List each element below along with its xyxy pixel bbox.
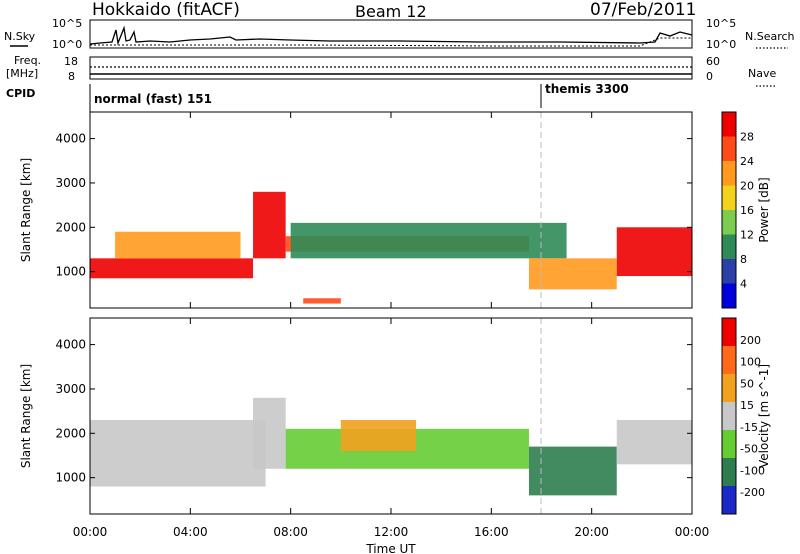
cpid-label: CPID [6,87,35,100]
velocity-ytick-4000: 4000 [55,338,86,352]
velocity-ytick-3000: 3000 [55,382,86,396]
velocity-colorbar-tick-5: -50 [740,443,758,456]
xtick-3: 12:00 [374,525,409,539]
cpid-segment-2: themis 3300 [545,82,629,96]
velocity-region-3 [340,419,417,452]
power-colorbar-swatch-0 [722,112,736,137]
xtick-0: 00:00 [73,525,108,539]
velocity-colorbar-tick-6: -100 [740,464,765,477]
nsky-tick-top: 10^5 [52,17,82,30]
velocity-region-0 [90,419,266,487]
freq-label: Freq. [14,54,41,67]
power-colorbar-swatch-6 [722,259,736,284]
xtick-1: 04:00 [173,525,208,539]
power-colorbar-swatch-4 [722,210,736,235]
xtick-5: 20:00 [574,525,609,539]
power-colorbar-tick-4: 12 [740,229,754,242]
power-colorbar-tick-1: 24 [740,155,754,168]
nave-tick-bottom: 0 [706,70,713,83]
nsky-tick-bottom: 10^0 [52,38,82,51]
cpid-strip: CPID normal (fast) 151 themis 3300 [6,82,629,112]
velocity-region-5 [616,419,692,465]
velocity-ytick-2000: 2000 [55,426,86,440]
nave-label: Nave [748,67,776,80]
freq-tick-top: 18 [64,55,78,68]
power-region-7 [303,298,341,304]
power-ytick-3000: 3000 [55,176,86,190]
velocity-colorbar-tick-7: -200 [740,486,765,499]
nsearch-tick-bottom: 10^0 [706,38,736,51]
velocity-colorbar-swatch-6 [722,486,736,514]
power-ytick-4000: 4000 [55,132,86,146]
velocity-colorbar-label: Velocity [m s^-1] [757,364,771,468]
power-colorbar-swatch-2 [722,161,736,186]
velocity-region-1 [253,397,286,469]
nave-tick-top: 60 [706,55,720,68]
power-colorbar-swatch-3 [722,185,736,210]
velocity-colorbar-swatch-4 [722,430,736,458]
velocity-colorbar-swatch-2 [722,374,736,402]
power-region-2 [253,191,286,259]
power-colorbar-tick-0: 28 [740,131,754,144]
velocity-colorbar-swatch-3 [722,402,736,430]
xaxis-label: Time UT [365,542,416,554]
power-region-1 [115,231,241,259]
beam-title: Beam 12 [355,2,427,21]
power-colorbar-swatch-7 [722,283,736,308]
nsky-panel: N.Sky 10^5 10^0 10^5 10^0 N.Search [4,17,795,51]
power-region-0 [90,258,254,279]
velocity-colorbar: 200 100 50 15 -15 -50 -100 -200 [721,317,765,515]
freq-unit-label: [MHz] [6,67,38,80]
velocity-colorbar-swatch-5 [722,458,736,486]
nsearch-label: N.Search [745,30,795,43]
power-colorbar-tick-3: 16 [740,204,754,217]
velocity-colorbar-swatch-0 [722,318,736,346]
power-colorbar-tick-2: 20 [740,180,754,193]
velocity-colorbar-swatch-1 [722,346,736,374]
power-colorbar-tick-6: 4 [740,278,747,291]
time-axis: 00:00 04:00 08:00 12:00 16:00 20:00 00:00 [73,112,710,539]
power-colorbar-label: Power [dB] [757,177,771,242]
cpid-segment-1: normal (fast) 151 [94,92,212,106]
power-ylabel: Slant Range [km] [19,158,33,262]
velocity-colorbar-tick-2: 50 [740,377,754,390]
nsky-label: N.Sky [4,30,36,43]
power-region-5 [528,258,617,290]
freq-panel: Freq. [MHz] 18 8 60 0 Nave [6,54,776,87]
nsearch-tick-top: 10^5 [706,17,736,30]
power-region-4 [290,222,567,259]
freq-tick-bottom: 8 [68,70,75,83]
velocity-ylabel: Slant Range [km] [19,364,33,468]
velocity-panel: 1000 2000 3000 4000 Slant Range [km] [19,317,693,515]
radar-title: Hokkaido (fitACF) [92,0,240,20]
velocity-colorbar-tick-4: -15 [740,421,758,434]
xtick-2: 08:00 [273,525,308,539]
power-panel: 1000 2000 3000 4000 Slant Range [km] [19,111,693,309]
xtick-4: 16:00 [474,525,509,539]
power-ytick-1000: 1000 [55,265,86,279]
velocity-region-4 [528,446,617,496]
power-colorbar: 28 24 20 16 12 8 4 [721,111,754,309]
velocity-ytick-1000: 1000 [55,471,86,485]
power-ytick-2000: 2000 [55,220,86,234]
power-colorbar-tick-5: 8 [740,253,747,266]
date-title: 07/Feb/2011 [590,0,696,20]
power-region-6 [616,227,692,277]
power-colorbar-swatch-1 [722,136,736,161]
power-colorbar-swatch-5 [722,234,736,259]
velocity-colorbar-tick-1: 100 [740,356,761,369]
xtick-6: 00:00 [675,525,710,539]
velocity-colorbar-tick-0: 200 [740,334,761,347]
velocity-colorbar-tick-3: 15 [740,399,754,412]
